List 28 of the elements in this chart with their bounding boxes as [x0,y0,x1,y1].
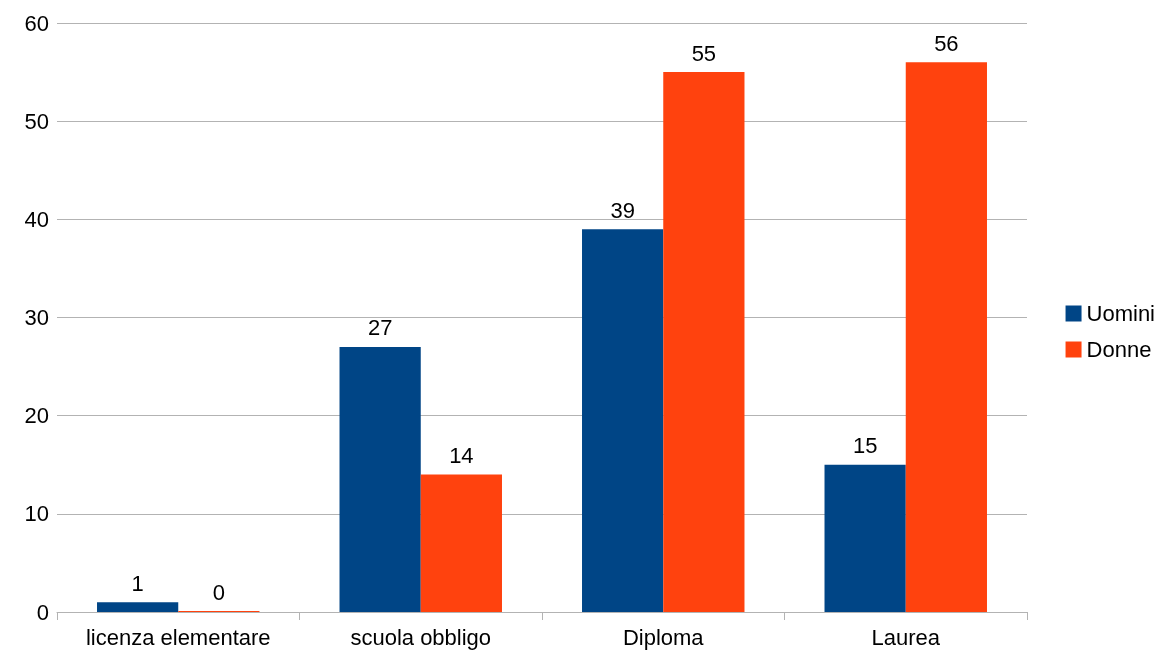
bar [824,464,906,612]
bar [582,229,664,612]
data-label: 39 [610,197,635,223]
x-tick-label: licenza elementare [85,624,271,650]
y-tick-label: 20 [24,403,49,429]
y-tick-label: 30 [24,305,49,330]
y-tick-label: 50 [24,108,49,134]
data-label: 0 [212,579,225,605]
bar [663,72,745,612]
y-tick-label: 0 [36,599,49,625]
y-tick-label: 60 [24,10,49,36]
bar [905,62,987,612]
data-label: 56 [934,30,959,56]
y-tick-label: 10 [24,501,49,527]
x-tick-label: Diploma [622,624,705,650]
bar [97,602,179,612]
data-label: 14 [449,443,474,469]
x-tick-label: scuola obbligo [350,624,492,650]
bar [420,474,502,612]
y-tick-label: 40 [24,206,49,232]
legend-label: Donne [1086,337,1152,362]
data-label: 27 [367,315,393,341]
data-label: 55 [691,40,717,66]
x-tick-label: Laurea [871,624,941,650]
bar [339,346,421,612]
data-label: 15 [852,433,878,459]
legend-label: Uomini [1086,301,1156,326]
data-label: 1 [131,570,144,596]
